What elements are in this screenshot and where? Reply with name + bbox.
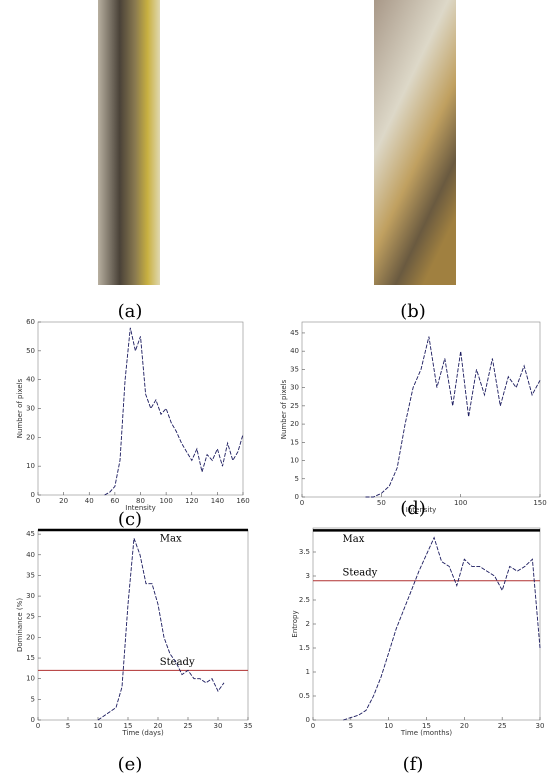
x-tick-label: 20 [460, 722, 469, 730]
y-tick-label: 3.5 [299, 548, 310, 556]
y-tick-label: 0 [306, 716, 310, 724]
data-line [343, 536, 541, 721]
y-tick-label: 25 [26, 613, 35, 621]
caption: (d) [400, 498, 426, 519]
x-axis-label: Intensity [406, 506, 436, 514]
x-tick-label: 160 [236, 497, 249, 505]
reference-label: Max [343, 534, 365, 545]
caption: (b) [400, 301, 426, 322]
x-tick-label: 0 [311, 722, 315, 730]
x-tick-label: 0 [36, 497, 40, 505]
data-line [97, 538, 225, 721]
x-tick-label: 150 [533, 499, 546, 507]
x-tick-label: 15 [124, 722, 133, 730]
x-tick-label: 0 [300, 499, 304, 507]
x-tick-label: 60 [110, 497, 119, 505]
x-tick-label: 40 [85, 497, 94, 505]
y-tick-label: 35 [26, 571, 35, 579]
x-tick-label: 30 [536, 722, 545, 730]
x-tick-label: 25 [498, 722, 507, 730]
x-tick-label: 5 [66, 722, 70, 730]
y-tick-label: 40 [26, 551, 35, 559]
x-tick-label: 20 [59, 497, 68, 505]
y-tick-label: 25 [290, 402, 299, 410]
y-tick-label: 10 [26, 462, 35, 470]
plot-frame [301, 321, 541, 498]
y-tick-label: 45 [290, 329, 299, 337]
x-tick-label: 20 [154, 722, 163, 730]
y-axis-label: Dominance (%) [16, 598, 24, 652]
y-tick-label: 3 [306, 572, 310, 580]
caption: (e) [118, 754, 143, 775]
x-tick-label: 100 [159, 497, 172, 505]
x-tick-label: 25 [184, 722, 193, 730]
x-tick-label: 120 [185, 497, 198, 505]
x-tick-label: 5 [349, 722, 353, 730]
y-tick-label: 30 [290, 384, 299, 392]
y-tick-label: 1.5 [299, 644, 310, 652]
y-tick-label: 10 [290, 457, 299, 465]
caption: (a) [118, 301, 143, 322]
y-tick-label: 0 [295, 493, 299, 501]
y-tick-label: 0.5 [299, 692, 310, 700]
image-b [374, 0, 456, 285]
x-tick-label: 140 [211, 497, 224, 505]
y-tick-label: 1 [306, 668, 310, 676]
y-tick-label: 40 [26, 376, 35, 384]
x-tick-label: 50 [377, 499, 386, 507]
plot-frame [37, 321, 244, 496]
y-tick-label: 40 [290, 347, 299, 355]
y-axis-label: Number of pixels [280, 379, 288, 439]
y-tick-label: 30 [26, 592, 35, 600]
x-tick-label: 0 [36, 722, 40, 730]
y-tick-label: 0 [31, 491, 35, 499]
reference-label: Max [160, 534, 182, 545]
y-tick-label: 5 [31, 695, 35, 703]
x-tick-label: 10 [94, 722, 103, 730]
y-axis-label: Entropy [291, 610, 299, 637]
y-tick-label: 20 [290, 420, 299, 428]
y-tick-label: 5 [295, 475, 299, 483]
x-axis-label: Time (days) [121, 729, 164, 737]
y-tick-label: 20 [26, 433, 35, 441]
image-a [98, 0, 160, 285]
y-tick-label: 2.5 [299, 596, 310, 604]
y-tick-label: 60 [26, 318, 35, 326]
reference-label: Steady [343, 567, 378, 578]
x-tick-label: 100 [454, 499, 467, 507]
x-axis-label: Intensity [125, 504, 155, 512]
y-tick-label: 2 [306, 620, 310, 628]
x-tick-label: 80 [136, 497, 145, 505]
y-tick-label: 50 [26, 347, 35, 355]
y-tick-label: 15 [290, 438, 299, 446]
data-line [104, 327, 244, 496]
reference-label: Steady [160, 657, 195, 668]
x-tick-label: 35 [244, 722, 253, 730]
y-tick-label: 20 [26, 633, 35, 641]
y-axis-label: Number of pixels [16, 378, 24, 438]
y-tick-label: 15 [26, 654, 35, 662]
x-axis-label: Time (months) [400, 729, 452, 737]
y-tick-label: 35 [290, 365, 299, 373]
y-tick-label: 45 [26, 530, 35, 538]
x-tick-label: 15 [422, 722, 431, 730]
data-line [365, 336, 541, 498]
plot-frame [312, 527, 541, 721]
x-tick-label: 30 [214, 722, 223, 730]
plot-frame [37, 529, 249, 721]
y-tick-label: 30 [26, 405, 35, 413]
caption: (c) [118, 509, 142, 530]
caption: (f) [403, 754, 424, 775]
y-tick-label: 10 [26, 675, 35, 683]
x-tick-label: 10 [384, 722, 393, 730]
y-tick-label: 0 [31, 716, 35, 724]
